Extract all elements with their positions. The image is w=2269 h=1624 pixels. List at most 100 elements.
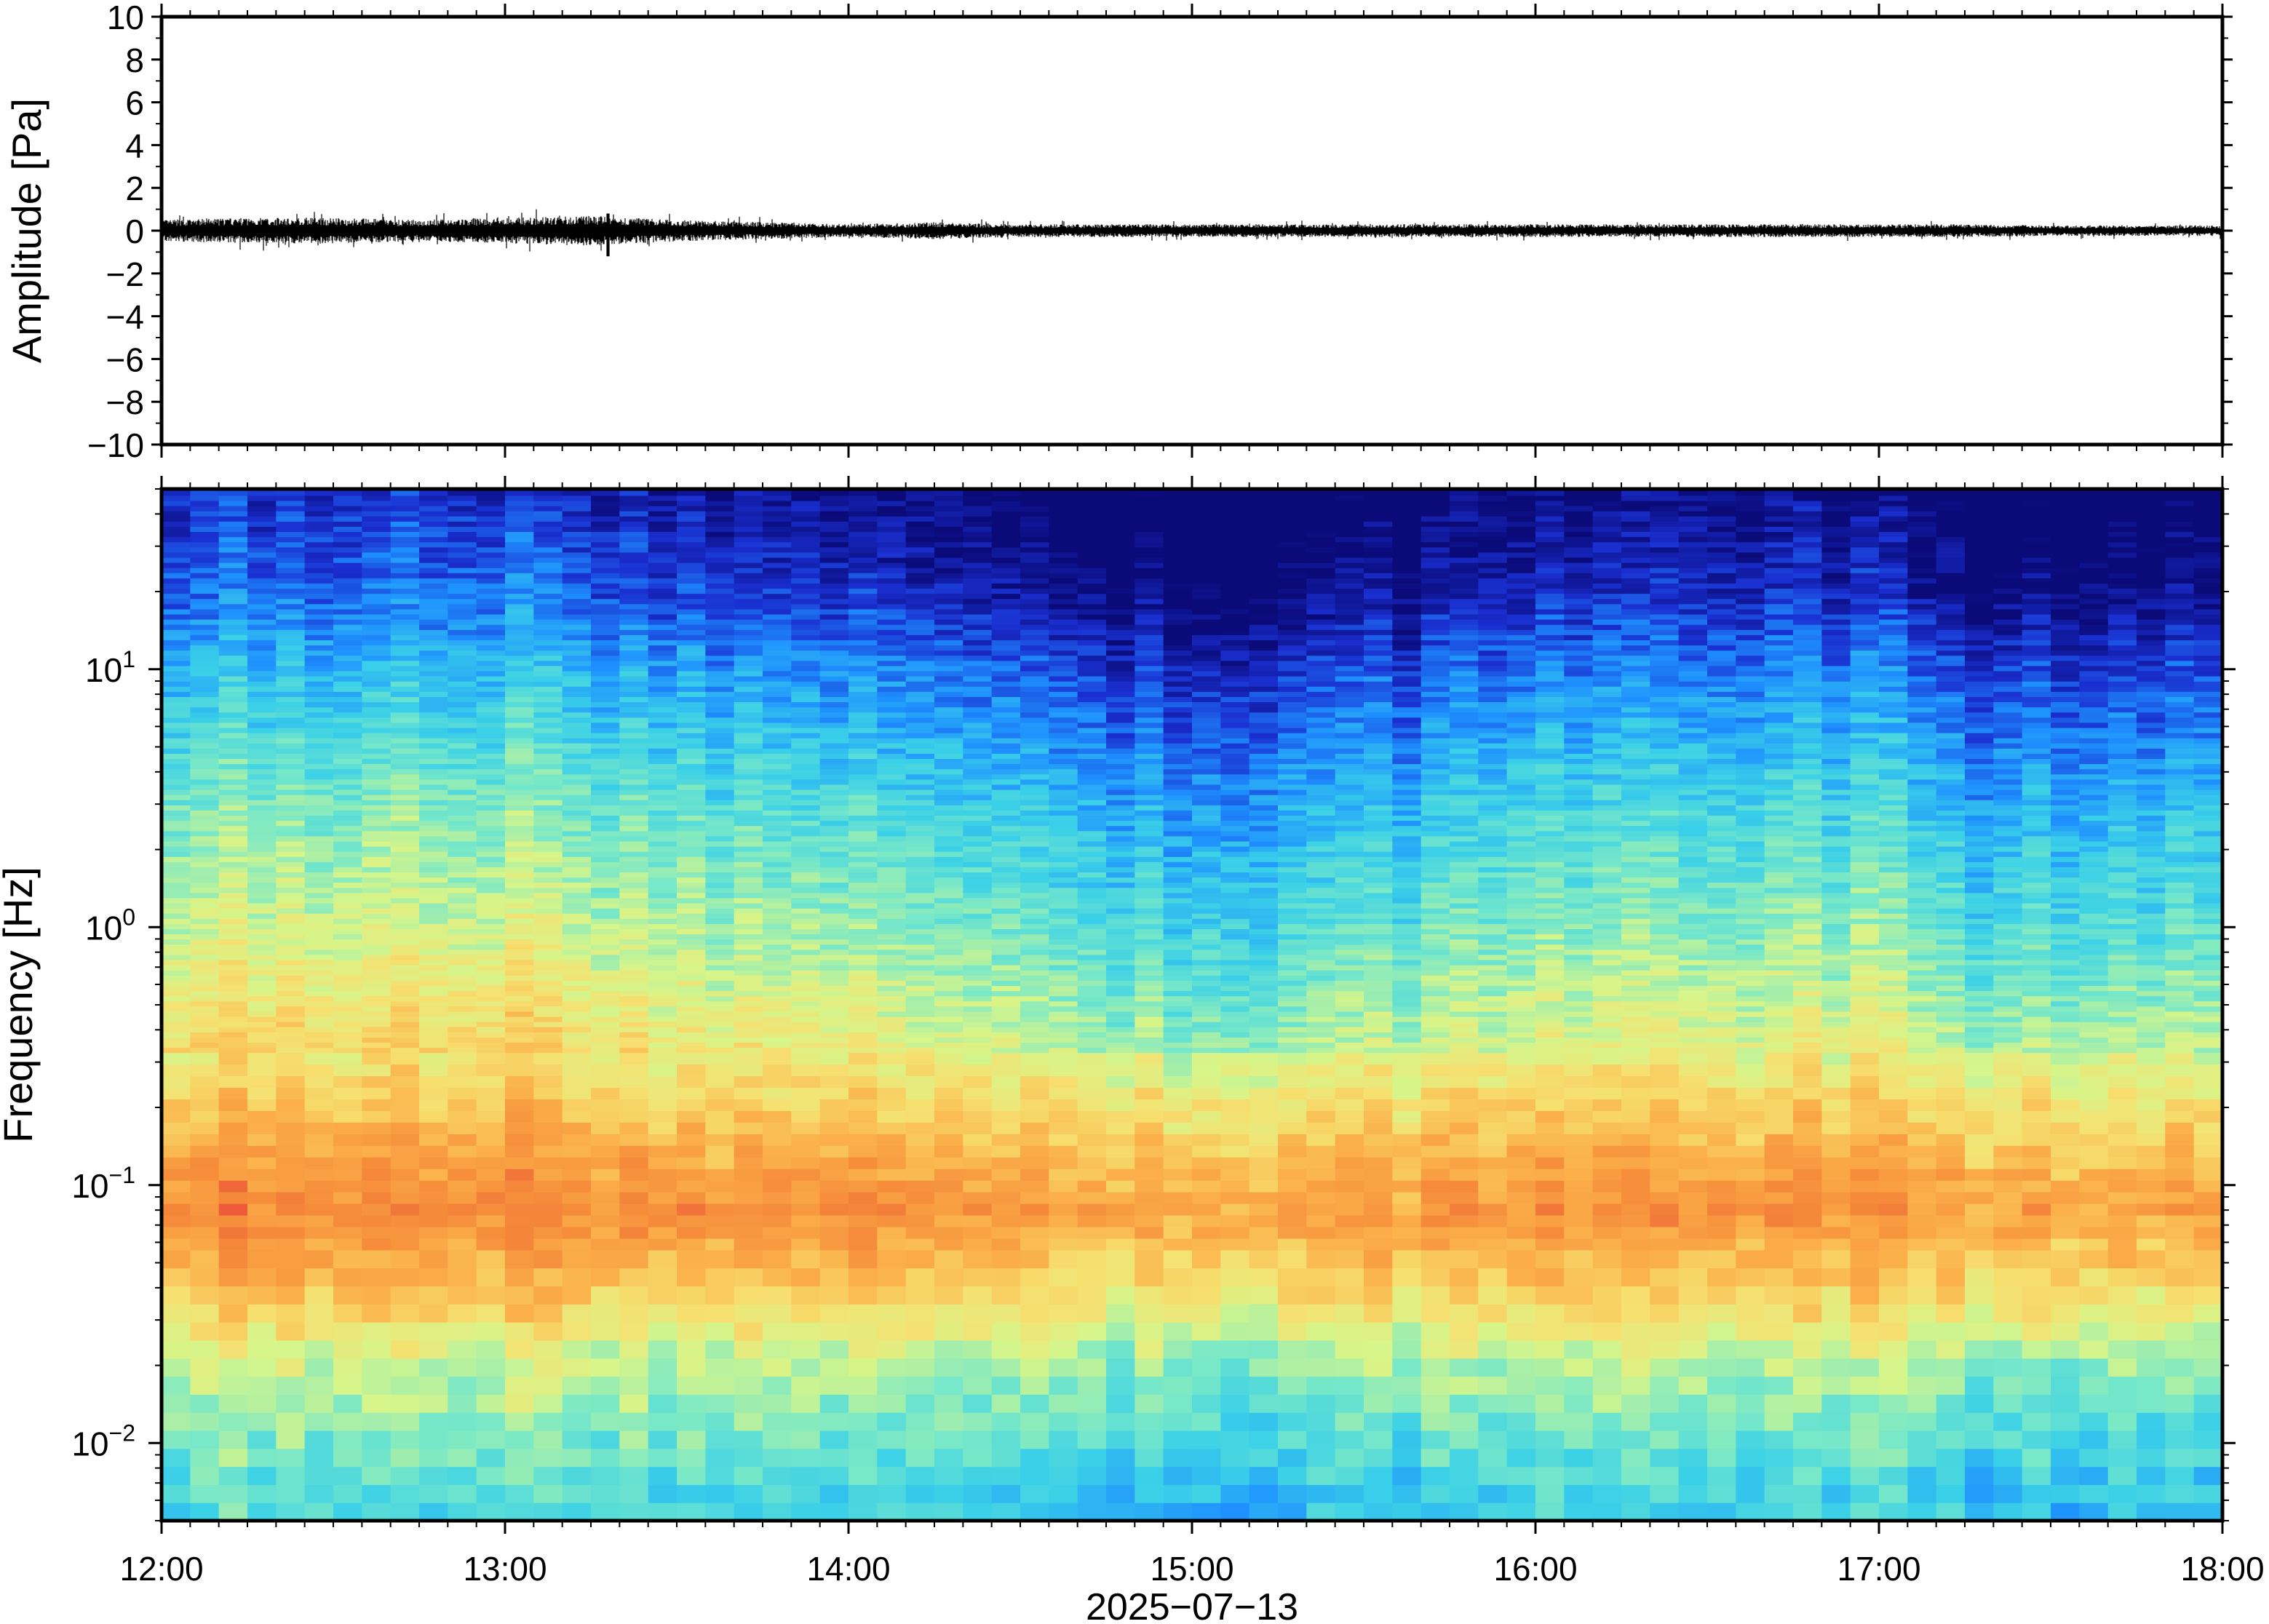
spectrogram-cell <box>705 645 735 651</box>
spectrogram-cell <box>304 800 334 805</box>
spectrogram-cell <box>619 733 649 739</box>
spectrogram-cell <box>1020 753 1049 760</box>
spectrogram-cell <box>1020 773 1049 780</box>
spectrogram-cell <box>247 1145 277 1158</box>
spectrogram-cell <box>419 608 448 615</box>
spectrogram-cell <box>934 1502 963 1521</box>
spectrogram-cell <box>763 835 792 842</box>
spectrogram-cell <box>648 593 677 600</box>
spectrogram-cell <box>505 552 534 558</box>
spectrogram-cell <box>905 521 935 527</box>
spectrogram-cell <box>991 1145 1021 1158</box>
spectrogram-cell <box>247 1376 277 1395</box>
spectrogram-cell <box>877 1466 907 1485</box>
spectrogram-cell <box>849 593 878 600</box>
spectrogram-cell <box>562 629 592 635</box>
spectrogram-cell <box>648 634 677 640</box>
spectrogram-cell <box>162 877 191 883</box>
spectrogram-cell <box>677 1110 706 1123</box>
spectrogram-cell <box>905 1134 935 1146</box>
spectrogram-cell <box>533 557 563 563</box>
spectrogram-cell <box>362 738 392 744</box>
spectrogram-cell <box>190 980 220 987</box>
spectrogram-cell <box>677 531 706 538</box>
spectrogram-cell <box>218 743 248 749</box>
spectrogram-cell <box>533 588 563 594</box>
spectrogram-cell <box>162 506 191 512</box>
spectrogram-cell <box>877 665 907 672</box>
spectrogram-cell <box>1049 1027 1078 1032</box>
spectrogram-cell <box>476 970 506 976</box>
spectrogram-cell <box>1049 784 1078 790</box>
spectrogram-cell <box>1020 1203 1049 1216</box>
spectrogram-cell <box>562 613 592 620</box>
spectrogram-cell <box>276 1134 306 1146</box>
spectrogram-cell <box>877 645 907 651</box>
spectrogram-cell <box>648 1394 677 1413</box>
spectrogram-cell <box>362 877 392 883</box>
spectrogram-cell <box>562 670 592 677</box>
spectrogram-cell <box>333 670 362 677</box>
spectrogram-cell <box>533 897 563 904</box>
spectrogram-cell <box>591 1016 620 1022</box>
spectrogram-cell <box>190 779 220 785</box>
spectrogram-cell <box>905 1122 935 1134</box>
spectrogram-cell <box>877 825 907 832</box>
spectrogram-cell <box>705 1052 735 1065</box>
spectrogram-cell <box>849 845 878 852</box>
spectrogram-cell <box>819 516 849 522</box>
spectrogram-cell <box>505 887 534 893</box>
spectrogram-cell <box>819 1358 849 1377</box>
spectrogram-cell <box>991 738 1021 744</box>
spectrogram-cell <box>591 959 620 966</box>
spectrogram-cell <box>304 1134 334 1146</box>
spectrogram-cell <box>763 655 792 661</box>
spectrogram-cell <box>905 516 935 522</box>
spectrogram-cell <box>362 634 392 640</box>
spectrogram-cell <box>362 861 392 867</box>
spectrogram-cell <box>476 526 506 533</box>
spectrogram-cell <box>276 944 306 950</box>
spectrogram-cell <box>505 645 534 651</box>
spectrogram-cell <box>1020 918 1049 924</box>
spectrogram-cell <box>905 877 935 883</box>
spectrogram-cell <box>276 1157 306 1169</box>
spectrogram-cell <box>448 1358 477 1377</box>
spectrogram-cell <box>333 655 362 661</box>
spectrogram-cell <box>448 557 477 563</box>
spectrogram-cell <box>218 578 248 584</box>
spectrogram-cell <box>190 1412 220 1431</box>
spectrogram-cell <box>304 562 334 568</box>
spectrogram-cell <box>304 1047 334 1054</box>
spectrogram-cell <box>419 861 448 867</box>
spectrogram-cell <box>304 506 334 512</box>
spectrogram-cell <box>162 526 191 533</box>
spectrogram-cell <box>218 629 248 635</box>
spectrogram-cell <box>619 763 649 770</box>
spectrogram-cell <box>934 1192 963 1204</box>
spectrogram-cell <box>533 1214 563 1227</box>
spectrogram-cell <box>991 1042 1021 1048</box>
spectrogram-cell <box>1077 568 1107 573</box>
spectrogram-cell <box>934 753 963 760</box>
spectrogram-cell <box>934 717 963 723</box>
spectrogram-cell <box>991 1502 1021 1521</box>
spectrogram-cell <box>533 613 563 620</box>
spectrogram-cell <box>276 1006 306 1012</box>
spectrogram-cell <box>619 624 649 630</box>
spectrogram-cell <box>763 867 792 873</box>
spectrogram-cell <box>276 1027 306 1032</box>
spectrogram-cell <box>162 603 191 610</box>
spectrogram-cell <box>304 840 334 847</box>
spectrogram-cell <box>247 701 277 708</box>
spectrogram-cell <box>333 965 362 971</box>
spectrogram-cell <box>849 939 878 945</box>
spectrogram-cell <box>1106 1022 1135 1027</box>
spectrogram-cell <box>934 593 963 600</box>
spectrogram-cell <box>734 779 763 785</box>
spectrogram-cell <box>304 805 334 811</box>
spectrogram-cell <box>448 516 477 522</box>
spectrogram-cell <box>705 1249 735 1269</box>
spectrogram-cell <box>533 573 563 578</box>
